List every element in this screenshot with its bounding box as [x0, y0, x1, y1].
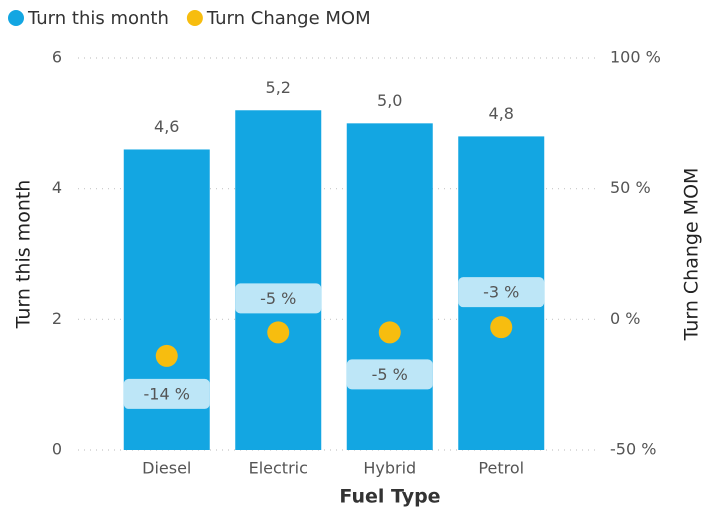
x-tick-label: Diesel [142, 459, 191, 478]
bar-value-label: 4,8 [489, 104, 514, 123]
y2-tick-label: -50 % [610, 440, 656, 459]
point-value-label: -14 % [144, 384, 190, 403]
y2-tick-label: 50 % [610, 178, 651, 197]
bar-value-label: 5,0 [377, 91, 402, 110]
y2-tick-label: 100 % [610, 48, 661, 67]
point [490, 316, 513, 339]
y2-tick-label: 0 % [610, 309, 640, 328]
y-tick-label: 2 [52, 309, 62, 328]
point-value-label: -5 % [260, 289, 296, 308]
y-axis-title: Turn this month [13, 180, 35, 330]
y2-axis-title: Turn Change MOM [681, 168, 703, 342]
point-label-box [235, 283, 322, 314]
legend-label: Turn this month [27, 8, 169, 29]
bar-value-label: 5,2 [266, 78, 291, 97]
x-tick-label: Hybrid [363, 459, 416, 478]
y-tick-label: 0 [52, 440, 62, 459]
legend-marker [8, 10, 24, 26]
y-tick-label: 4 [52, 178, 62, 197]
x-tick-label: Petrol [478, 459, 524, 478]
legend-marker [186, 10, 203, 26]
x-tick-label: Electric [249, 459, 308, 478]
point-value-label: -3 % [483, 283, 519, 302]
x-axis-title: Fuel Type [339, 486, 440, 508]
bar-value-label: 4,6 [154, 117, 179, 136]
bar [346, 123, 433, 450]
point-label-box [123, 378, 210, 409]
point-value-label: -5 % [372, 365, 408, 384]
bar [235, 110, 322, 451]
point [155, 344, 178, 367]
point [378, 321, 401, 344]
y-tick-label: 6 [52, 48, 62, 67]
point-label-box [458, 277, 545, 308]
point [267, 321, 290, 344]
point-label-box [346, 359, 433, 390]
legend-label: Turn Change MOM [206, 8, 371, 29]
